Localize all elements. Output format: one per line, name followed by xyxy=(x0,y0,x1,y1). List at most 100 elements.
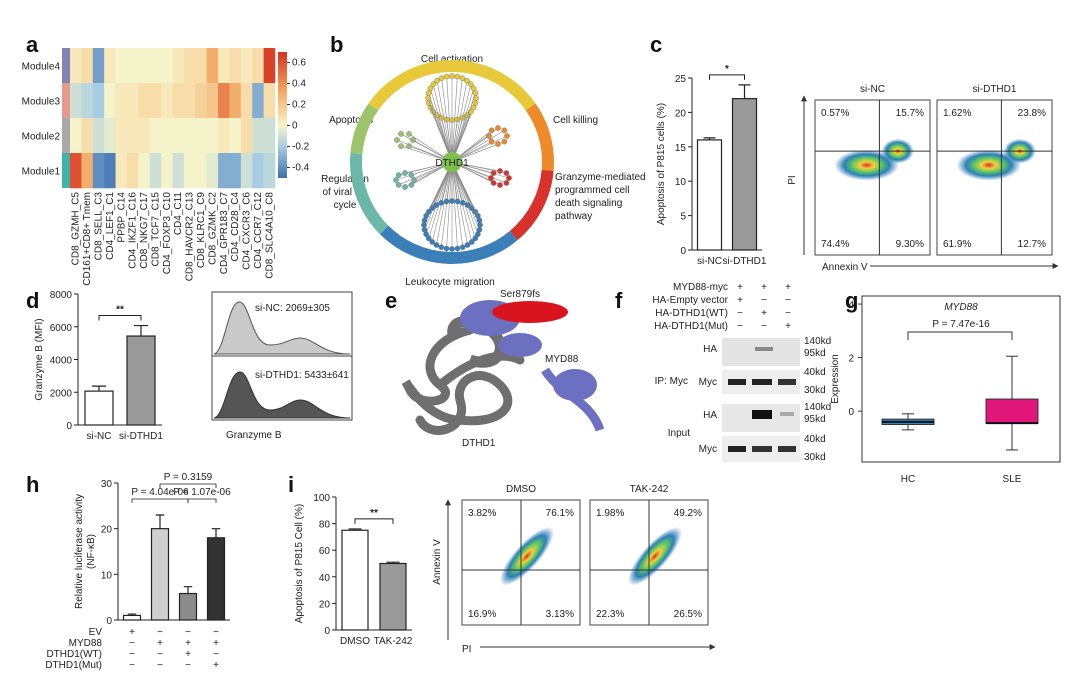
gene-node xyxy=(398,143,404,149)
heatmap-cell xyxy=(70,48,82,84)
bar xyxy=(379,562,407,631)
rule xyxy=(441,78,453,163)
blot-label: IP: Myc xyxy=(655,376,688,387)
marker-label: 95kd xyxy=(804,414,826,425)
heatmap-cell xyxy=(161,83,173,119)
y-axis-label: Apoptosis of P815 cells (%) xyxy=(656,103,667,225)
y-tick-label: 20 xyxy=(101,525,113,536)
panel-letter: e xyxy=(385,288,397,313)
gene-node xyxy=(449,73,455,79)
gene-node xyxy=(488,127,495,134)
y-axis-label: Apoptosis of P815 Cell (%) xyxy=(294,504,305,624)
error-bar xyxy=(127,613,137,616)
heatmap-cell xyxy=(161,118,173,154)
y-tick-label: 10 xyxy=(101,570,113,581)
column-label: CD8_GZMH_C5 xyxy=(71,192,82,266)
term-label: of viral life xyxy=(322,187,367,198)
term-label: Granzyme-mediated xyxy=(555,172,646,183)
column-label: CD8_GZMK_C2 xyxy=(207,192,218,265)
rule xyxy=(446,76,453,163)
heatmap-cell xyxy=(206,48,219,84)
heatmap-cell xyxy=(229,118,242,154)
panel-letter: h xyxy=(26,472,39,497)
y-tick-label: 20 xyxy=(319,599,331,610)
heatmap-cell xyxy=(126,48,139,84)
y-tick-label: 4000 xyxy=(50,356,73,367)
structure-label: Ser879fs xyxy=(500,289,540,300)
rule xyxy=(451,130,505,163)
term-label: programmed cell xyxy=(555,185,629,196)
heatmap-cell xyxy=(229,153,242,189)
bar xyxy=(178,592,198,621)
condition-sign: + xyxy=(157,638,163,649)
heatmap-cell xyxy=(263,83,276,119)
heatmap-cell xyxy=(252,83,264,119)
heatmap-cell xyxy=(263,118,276,154)
colorbar-label: 0.2 xyxy=(292,100,306,111)
blot-sign: − xyxy=(737,321,743,332)
term-arc xyxy=(350,153,389,235)
gene-node xyxy=(402,184,408,190)
heatmap-cell xyxy=(149,83,162,119)
gene-node xyxy=(421,226,428,233)
gene-node xyxy=(472,235,479,242)
heatmap-cell xyxy=(149,118,162,154)
y-tick-label: 2000 xyxy=(50,388,73,399)
blot-sign: + xyxy=(761,308,767,319)
condition-sign: − xyxy=(185,660,191,671)
axis-label: Granzyme B xyxy=(226,430,282,441)
row-label: Module4 xyxy=(22,62,61,73)
histogram xyxy=(211,291,353,421)
y-tick-label: 0 xyxy=(680,246,686,257)
rule xyxy=(451,78,463,163)
y-tick-label: 0 xyxy=(848,407,854,418)
center-node xyxy=(442,152,462,172)
structure-label: DTHD1 xyxy=(462,438,496,449)
heatmap-cell xyxy=(183,118,196,154)
rule xyxy=(451,88,474,163)
heatmap-cell xyxy=(138,118,151,154)
marker-label: 30kd xyxy=(804,385,826,396)
x-tick-label: si-DTHD1 xyxy=(119,431,163,442)
heatmap-cell xyxy=(229,83,242,119)
heatmap-cell xyxy=(206,118,219,154)
gene-node xyxy=(443,73,450,80)
condition-sign: − xyxy=(213,627,219,638)
heatmap-cell xyxy=(92,153,105,189)
gene-node xyxy=(501,127,508,134)
gene-node xyxy=(459,75,466,81)
rule xyxy=(451,135,508,163)
gene-node xyxy=(425,235,432,242)
gene-node xyxy=(472,100,479,106)
heatmap-cell xyxy=(229,48,242,84)
quadrant-label: 26.5% xyxy=(674,609,702,620)
column-label: CD8_SLC4A10_C8 xyxy=(264,192,275,279)
rule xyxy=(451,161,468,246)
y-axis-label: Relative luciferase activity xyxy=(74,494,85,609)
y-tick-label: 25 xyxy=(675,74,687,85)
condition-sign: − xyxy=(129,638,135,649)
heatmap-cell xyxy=(115,118,128,154)
gene-node xyxy=(408,172,415,178)
panel-letter: a xyxy=(26,32,39,57)
p-value: P = 7.47e-16 xyxy=(932,319,990,330)
flow-title: si-NC xyxy=(860,84,885,95)
heatmap-cell xyxy=(104,83,116,119)
gene-node xyxy=(495,125,501,131)
colorbar-label: -0.4 xyxy=(292,163,310,174)
gene-node xyxy=(427,85,434,92)
condition-label: MYD88 xyxy=(69,638,103,649)
heatmap-cell xyxy=(161,48,173,84)
rule xyxy=(451,161,480,221)
gene-node xyxy=(433,242,440,248)
row-label: Module3 xyxy=(22,97,61,108)
quadrant-label: 3.13% xyxy=(546,609,574,620)
bar xyxy=(122,614,142,621)
heatmap-cell xyxy=(104,153,116,189)
bar xyxy=(696,139,723,251)
blot-sign: + xyxy=(785,321,791,332)
axis-label: Annexin V xyxy=(822,262,868,273)
gene-node xyxy=(433,202,440,208)
box xyxy=(985,398,1039,424)
error-bar xyxy=(703,137,716,140)
